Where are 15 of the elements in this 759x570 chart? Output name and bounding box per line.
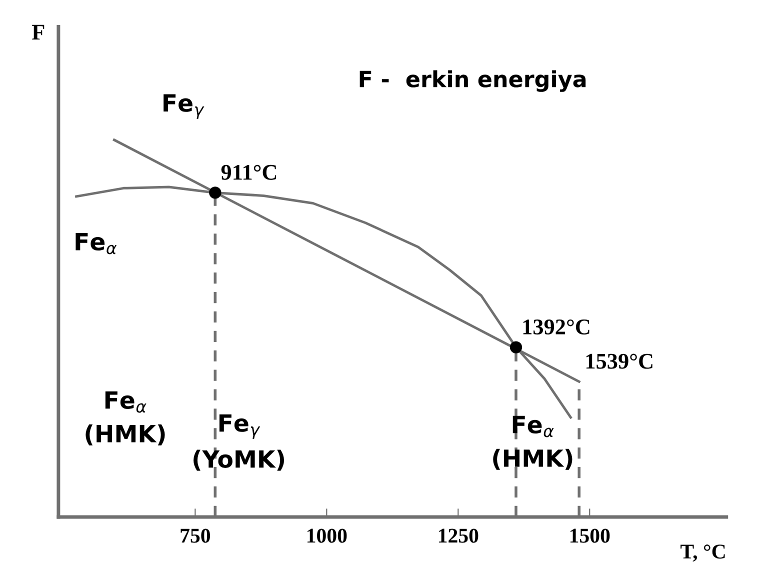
- x-tick-label: 1500: [570, 528, 610, 543]
- annotation: 911°C: [221, 164, 276, 180]
- x-axis-title: T, °C: [680, 544, 725, 562]
- chart-title: F - erkin energiya: [360, 70, 586, 92]
- x-tick-label: 750: [180, 528, 210, 543]
- annotation: Fe$_{α}$ (HMK): [86, 391, 165, 446]
- x-tick-label: 1250: [438, 528, 478, 543]
- x-tick-label: 1000: [308, 528, 347, 543]
- annotation: Fe$_{α}$ (HMK): [493, 416, 572, 470]
- annotation: 1539°C: [586, 354, 652, 369]
- series-label: Fe$_{α}$: [76, 232, 117, 254]
- annotation: Fe$_{γ}$ (YoMK): [194, 414, 284, 471]
- y-axis-title: F: [32, 24, 44, 40]
- series-label: Fe$_{γ}$: [164, 94, 204, 119]
- annotation: 1392°C: [523, 319, 590, 334]
